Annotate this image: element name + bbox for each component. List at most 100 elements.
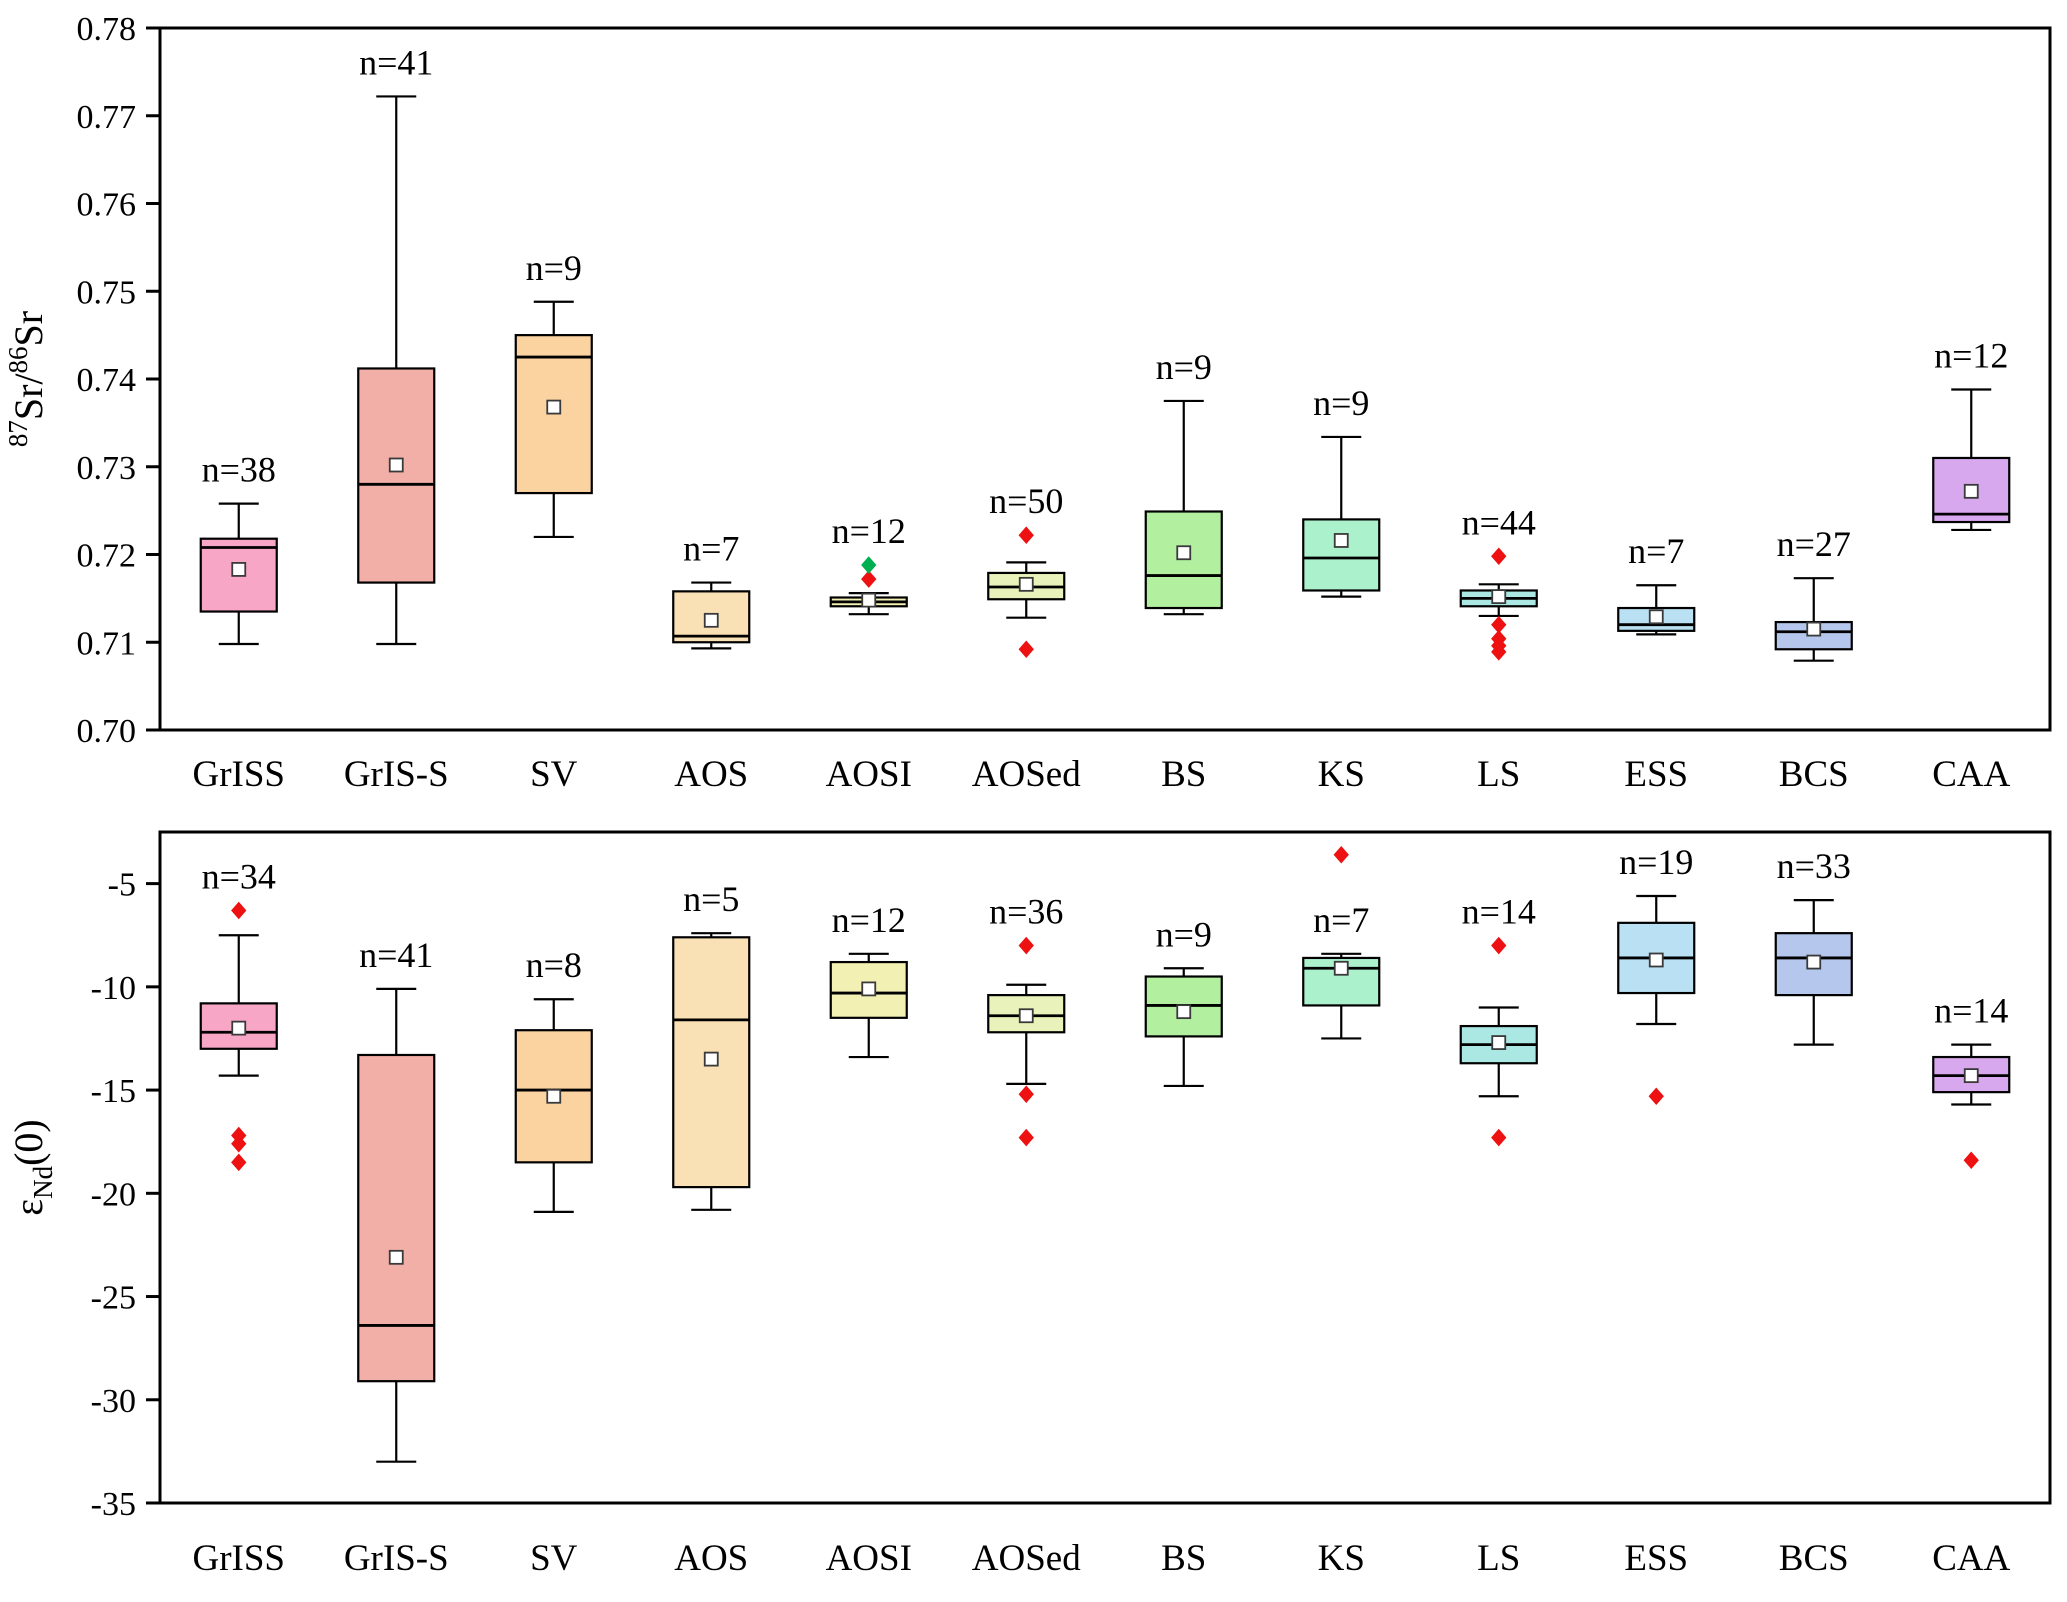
- mean-marker: [1333, 533, 1349, 548]
- mean-marker: [231, 1020, 247, 1036]
- outlier-point: [1491, 547, 1507, 566]
- sample-count-label: n=41: [359, 935, 433, 975]
- category-label: GrIS-S: [344, 1538, 449, 1579]
- y-tick-label: 0.76: [77, 187, 137, 224]
- sample-count-label: n=36: [989, 892, 1063, 932]
- sample-count-label: n=12: [832, 900, 906, 940]
- category-label: LS: [1477, 1538, 1520, 1579]
- box-group-GrIS-S: n=41 GrIS-S: [344, 935, 449, 1579]
- y-tick-label: -20: [91, 1176, 136, 1213]
- epsilon-nd-chart: -5 -10 -15 -20 -25 -30 -35 εNd(0) n=34 GrISS n=41 G…: [6, 830, 2052, 1579]
- y-tick-label: -10: [91, 970, 136, 1007]
- sample-count-label: n=8: [526, 945, 582, 985]
- category-label: BS: [1161, 754, 1206, 795]
- mean-marker: [1963, 483, 1979, 499]
- category-label: GrISS: [192, 754, 285, 795]
- mean-marker: [1963, 1068, 1979, 1084]
- mean-marker: [703, 612, 719, 628]
- outlier-point: [1018, 1128, 1034, 1147]
- mean-marker: [1648, 609, 1664, 625]
- sample-count-label: n=14: [1462, 892, 1536, 932]
- sample-count-label: n=9: [1156, 914, 1212, 954]
- y-tick-label: 0.78: [77, 11, 137, 48]
- box-group-BCS: n=33 BCS: [1774, 846, 1853, 1579]
- category-label: LS: [1477, 754, 1520, 795]
- outlier-point: [861, 570, 877, 588]
- mean-marker: [388, 457, 404, 473]
- category-label: GrISS: [192, 1538, 285, 1579]
- sample-count-label: n=5: [683, 879, 739, 919]
- category-label: CAA: [1932, 1538, 2010, 1579]
- outlier-point: [231, 901, 247, 920]
- mean-marker: [1018, 1008, 1034, 1024]
- sample-count-label: n=12: [832, 511, 906, 551]
- sample-count-label: n=7: [1313, 900, 1369, 940]
- mean-marker: [1333, 960, 1349, 976]
- y-tick-label: 0.72: [77, 538, 137, 575]
- outlier-point: [1491, 1128, 1507, 1147]
- outlier-point: [861, 556, 877, 574]
- box-group-GrISS: n=34 GrISS: [192, 856, 285, 1579]
- category-label: ESS: [1624, 1538, 1688, 1579]
- y-tick-label: -25: [91, 1280, 136, 1317]
- sample-count-label: n=41: [359, 42, 433, 82]
- box-group-GrISS: n=38 GrISS: [192, 450, 285, 795]
- box-group-CAA: n=12 CAA: [1932, 336, 2011, 795]
- mean-marker: [703, 1051, 719, 1067]
- box-group-AOSed: n=50 AOSed: [972, 481, 1081, 795]
- mean-marker: [1806, 954, 1822, 970]
- box-group-AOSI: n=12 AOSI: [826, 511, 912, 795]
- outlier-point: [1018, 526, 1034, 544]
- box-group-AOS: n=5 AOS: [672, 879, 751, 1579]
- sample-count-label: n=7: [1628, 531, 1684, 571]
- category-label: GrIS-S: [344, 754, 449, 795]
- sample-count-label: n=50: [989, 481, 1063, 521]
- plot-frame: [158, 830, 2052, 1505]
- sample-count-label: n=44: [1462, 502, 1536, 542]
- box-group-ESS: n=7 ESS: [1617, 531, 1696, 795]
- outlier-point: [1963, 1151, 1979, 1170]
- outlier-point: [231, 1153, 247, 1172]
- category-label: SV: [530, 1538, 578, 1579]
- outlier-point: [1018, 1085, 1034, 1103]
- iqr-box: [1302, 518, 1381, 592]
- outlier-point: [1648, 1087, 1664, 1106]
- sample-count-label: n=19: [1619, 842, 1693, 882]
- mean-marker: [861, 592, 877, 608]
- sample-count-label: n=9: [1156, 347, 1212, 387]
- box-group-AOSed: n=36 AOSed: [972, 892, 1081, 1579]
- box-group-AOS: n=7 AOS: [672, 529, 751, 795]
- sample-count-label: n=27: [1777, 524, 1851, 564]
- outlier-point: [1491, 643, 1507, 661]
- iqr-box: [357, 367, 436, 584]
- sample-count-label: n=34: [202, 856, 276, 896]
- mean-marker: [388, 1249, 404, 1265]
- epsilon-nd-axis-title: εNd(0): [6, 1119, 58, 1215]
- box-group-ESS: n=19 ESS: [1617, 842, 1696, 1579]
- mean-marker: [1491, 589, 1507, 605]
- category-label: KS: [1318, 754, 1365, 795]
- box-group-BS: n=9 BS: [1144, 914, 1223, 1579]
- category-label: AOS: [674, 1538, 748, 1579]
- box-group-BS: n=9 BS: [1144, 347, 1223, 795]
- mean-marker: [546, 399, 562, 415]
- category-label: AOSed: [972, 1538, 1081, 1579]
- y-tick-label: -5: [108, 867, 136, 904]
- category-label: SV: [530, 754, 578, 795]
- mean-marker: [546, 1088, 562, 1104]
- y-tick-label: 0.73: [77, 450, 137, 487]
- sample-count-label: n=7: [683, 529, 739, 569]
- sample-count-label: n=14: [1934, 991, 2008, 1031]
- outlier-point: [231, 1135, 247, 1153]
- category-label: AOS: [674, 754, 748, 795]
- mean-marker: [231, 562, 247, 577]
- mean-marker: [1648, 952, 1664, 968]
- iqr-box: [357, 1053, 436, 1383]
- y-tick-label: 0.77: [77, 99, 137, 136]
- y-tick-label: 0.70: [77, 713, 137, 750]
- category-label: BS: [1161, 1538, 1206, 1579]
- y-tick-label: -15: [91, 1073, 136, 1110]
- mean-marker: [1806, 621, 1822, 637]
